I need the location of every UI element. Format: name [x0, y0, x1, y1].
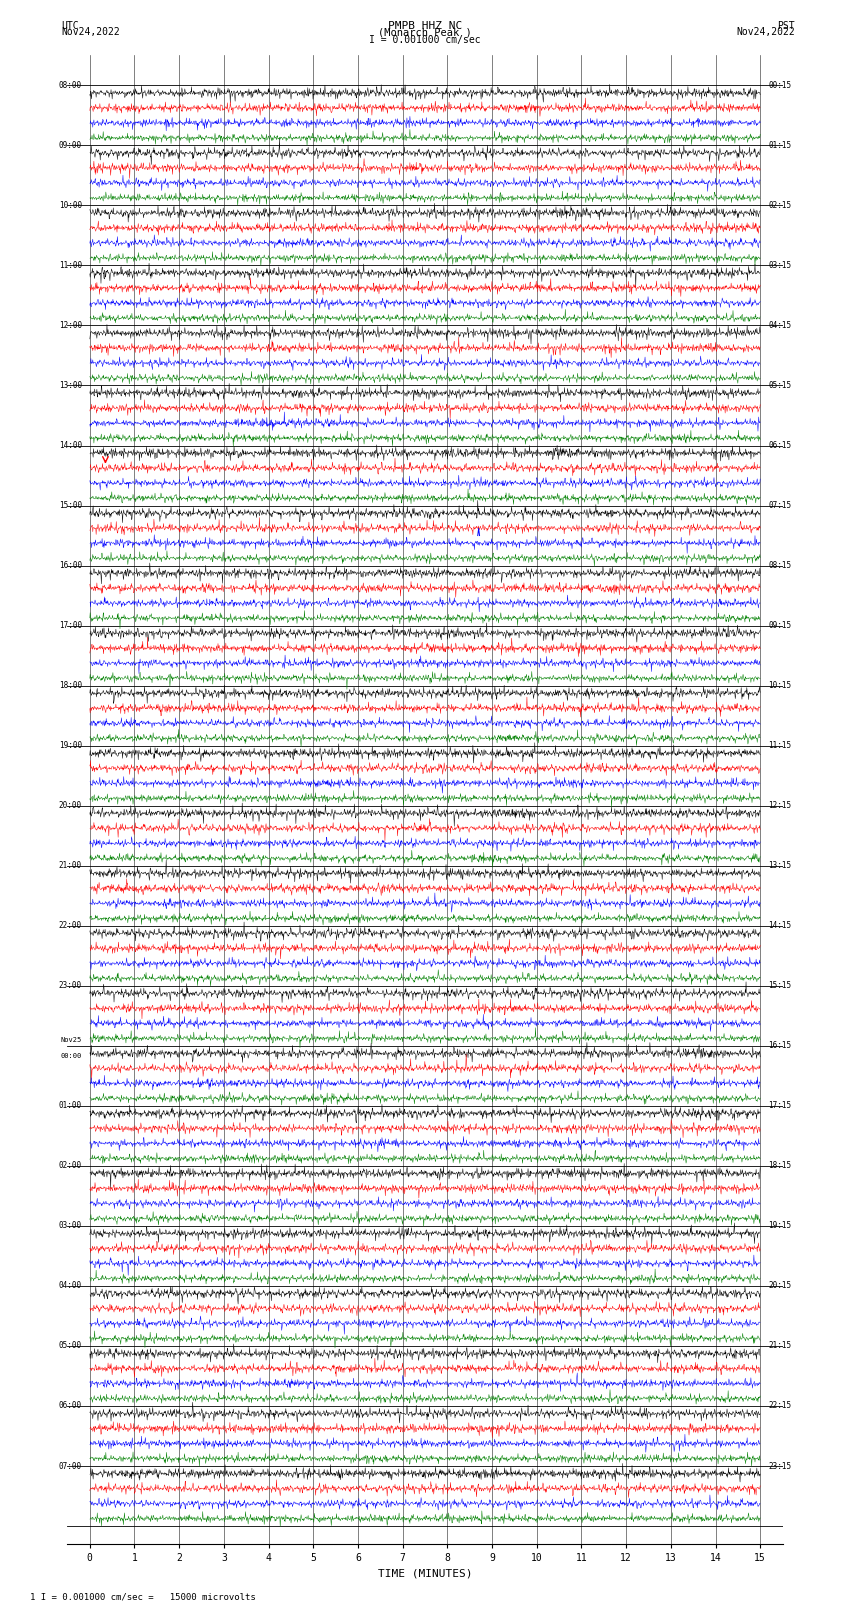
Text: 10:15: 10:15	[768, 681, 791, 690]
Text: 04:00: 04:00	[59, 1281, 82, 1290]
Text: 14:00: 14:00	[59, 440, 82, 450]
Text: 13:00: 13:00	[59, 381, 82, 390]
Text: 22:15: 22:15	[768, 1402, 791, 1410]
Text: 16:00: 16:00	[59, 561, 82, 569]
Text: PST: PST	[777, 21, 795, 31]
X-axis label: TIME (MINUTES): TIME (MINUTES)	[377, 1569, 473, 1579]
Text: (Monarch Peak ): (Monarch Peak )	[378, 27, 472, 37]
Text: 16:15: 16:15	[768, 1042, 791, 1050]
Text: 17:15: 17:15	[768, 1102, 791, 1110]
Text: 05:00: 05:00	[59, 1342, 82, 1350]
Text: 22:00: 22:00	[59, 921, 82, 931]
Text: 00:15: 00:15	[768, 81, 791, 90]
Text: 07:15: 07:15	[768, 502, 791, 510]
Text: 23:15: 23:15	[768, 1461, 791, 1471]
Text: 15:00: 15:00	[59, 502, 82, 510]
Text: 19:15: 19:15	[768, 1221, 791, 1231]
Text: 01:15: 01:15	[768, 140, 791, 150]
Text: 17:00: 17:00	[59, 621, 82, 631]
Text: 10:00: 10:00	[59, 202, 82, 210]
Text: 12:00: 12:00	[59, 321, 82, 331]
Text: 1 I = 0.001000 cm/sec =   15000 microvolts: 1 I = 0.001000 cm/sec = 15000 microvolts	[30, 1592, 256, 1602]
Text: 08:00: 08:00	[59, 81, 82, 90]
Text: 06:15: 06:15	[768, 440, 791, 450]
Text: UTC: UTC	[61, 21, 79, 31]
Text: I = 0.001000 cm/sec: I = 0.001000 cm/sec	[369, 35, 481, 45]
Text: 19:00: 19:00	[59, 740, 82, 750]
Text: 00:00: 00:00	[60, 1053, 82, 1060]
Text: 21:15: 21:15	[768, 1342, 791, 1350]
Text: 02:15: 02:15	[768, 202, 791, 210]
Text: 20:15: 20:15	[768, 1281, 791, 1290]
Text: Nov24,2022: Nov24,2022	[736, 27, 795, 37]
Text: Nov24,2022: Nov24,2022	[61, 27, 120, 37]
Text: 03:00: 03:00	[59, 1221, 82, 1231]
Text: 14:15: 14:15	[768, 921, 791, 931]
Text: 13:15: 13:15	[768, 861, 791, 871]
Text: 15:15: 15:15	[768, 981, 791, 990]
Text: Nov25: Nov25	[60, 1037, 82, 1044]
Text: 21:00: 21:00	[59, 861, 82, 871]
Text: 02:00: 02:00	[59, 1161, 82, 1171]
Text: PMPB HHZ NC: PMPB HHZ NC	[388, 21, 462, 31]
Text: 03:15: 03:15	[768, 261, 791, 269]
Text: 06:00: 06:00	[59, 1402, 82, 1410]
Text: 18:15: 18:15	[768, 1161, 791, 1171]
Text: 23:00: 23:00	[59, 981, 82, 990]
Text: 20:00: 20:00	[59, 802, 82, 810]
Text: 11:00: 11:00	[59, 261, 82, 269]
Text: 09:15: 09:15	[768, 621, 791, 631]
Text: 12:15: 12:15	[768, 802, 791, 810]
Text: 18:00: 18:00	[59, 681, 82, 690]
Text: 08:15: 08:15	[768, 561, 791, 569]
Text: 07:00: 07:00	[59, 1461, 82, 1471]
Text: 09:00: 09:00	[59, 140, 82, 150]
Text: 04:15: 04:15	[768, 321, 791, 331]
Text: 01:00: 01:00	[59, 1102, 82, 1110]
Text: 05:15: 05:15	[768, 381, 791, 390]
Text: 11:15: 11:15	[768, 740, 791, 750]
